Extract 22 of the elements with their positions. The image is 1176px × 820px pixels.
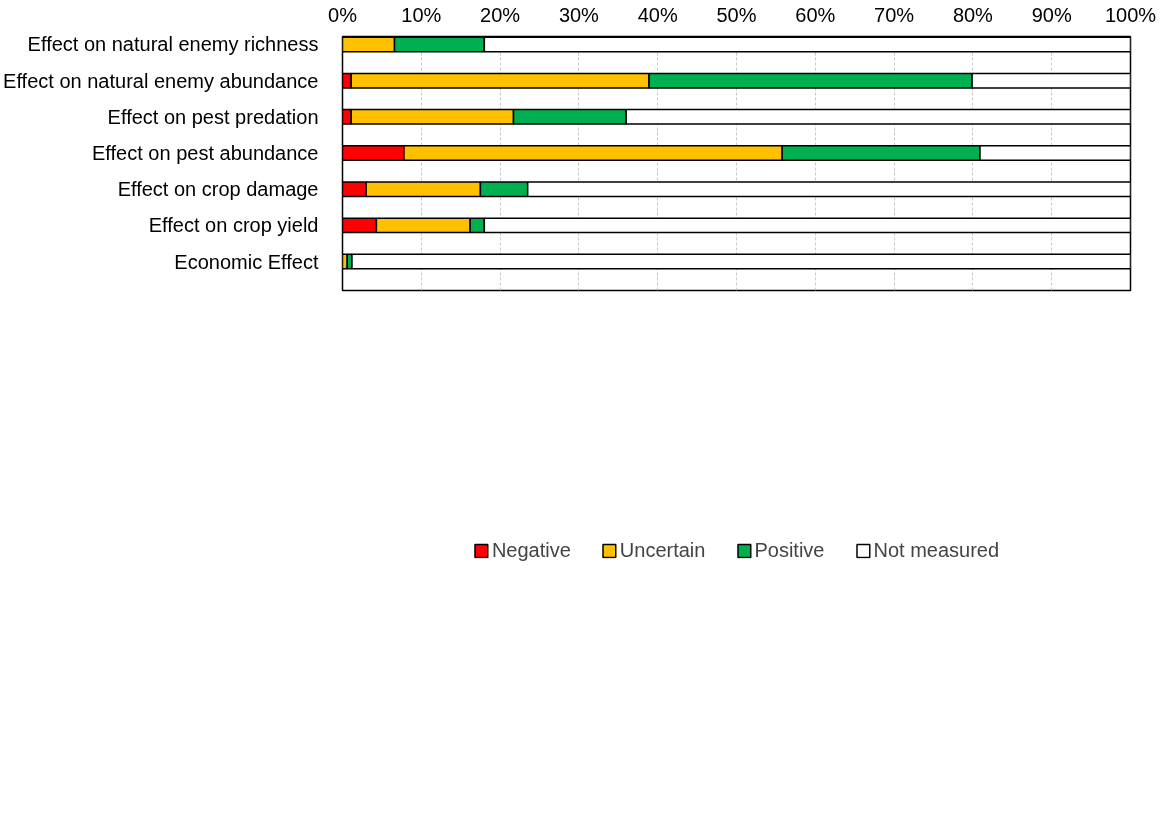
- x-tick-label: 50%: [716, 3, 757, 26]
- x-tick-label: 60%: [795, 3, 836, 26]
- x-tick-label: 20%: [480, 3, 521, 26]
- y-tick-label: Effect on natural enemy richness: [27, 33, 319, 56]
- x-tick-label: 90%: [1031, 3, 1072, 26]
- legend-label: Not measured: [873, 538, 1000, 562]
- legend-label: Positive: [754, 538, 825, 562]
- legend-label: Negative: [491, 538, 571, 562]
- legend-label: Uncertain: [619, 538, 706, 562]
- y-tick-label: Economic Effect: [174, 250, 319, 273]
- x-tick-label: 30%: [558, 3, 600, 26]
- x-tick-label: 0%: [328, 3, 358, 26]
- y-tick-label: Effect on pest predation: [107, 105, 319, 128]
- y-tick-label: Effect on natural enemy abundance: [3, 69, 319, 92]
- x-tick-label: 10%: [401, 3, 442, 26]
- y-tick-label: Effect on crop damage: [117, 178, 319, 201]
- x-tick-label: 80%: [952, 3, 994, 26]
- x-tick-label: 70%: [874, 3, 915, 26]
- x-tick-label: 100%: [1104, 3, 1157, 26]
- y-tick-label: Effect on crop yield: [148, 214, 319, 237]
- y-tick-label: Effect on pest abundance: [92, 142, 319, 165]
- x-tick-label: 40%: [637, 3, 678, 26]
